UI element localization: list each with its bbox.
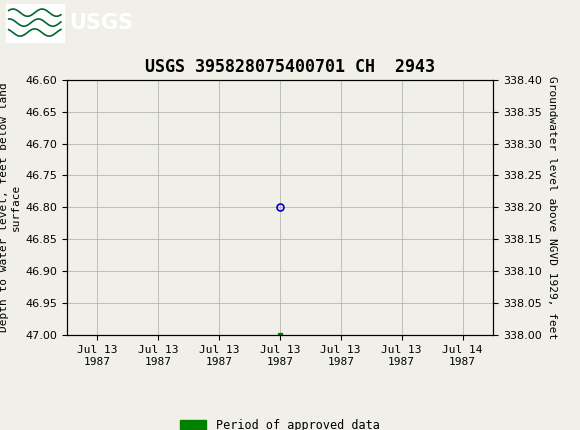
- Text: USGS 395828075400701 CH  2943: USGS 395828075400701 CH 2943: [145, 58, 435, 76]
- FancyBboxPatch shape: [6, 3, 64, 42]
- Y-axis label: Depth to water level, feet below land
surface: Depth to water level, feet below land su…: [0, 83, 21, 332]
- Legend: Period of approved data: Period of approved data: [176, 415, 384, 430]
- Y-axis label: Groundwater level above NGVD 1929, feet: Groundwater level above NGVD 1929, feet: [547, 76, 557, 339]
- Text: USGS: USGS: [70, 12, 133, 33]
